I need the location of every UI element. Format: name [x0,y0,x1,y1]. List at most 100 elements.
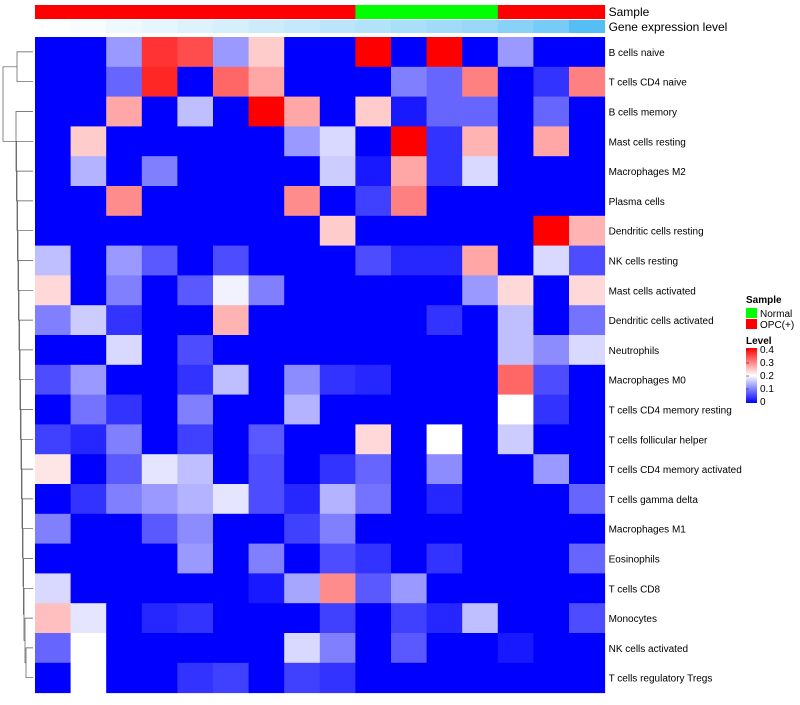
heatmap-cell [177,633,214,664]
heatmap-cell [462,126,499,157]
heatmap-cell [141,364,178,396]
heatmap-cell [213,215,250,247]
heatmap-cell [497,633,534,664]
heatmap-cell [35,335,72,366]
row-label: T cells CD8 [609,584,661,595]
heatmap-cell [355,603,392,634]
row-label: Macrophages M0 [609,376,687,387]
heatmap-cell [319,603,356,634]
heatmap-cell [70,335,107,366]
heatmap-cell [70,573,107,604]
heatmap-cell [248,126,285,157]
heatmap-cell [497,245,534,276]
heatmap-cell [141,454,178,485]
heatmap-cell [426,662,463,694]
expression-level-annotation-cell [248,20,285,33]
heatmap-cell [391,662,428,694]
sample-annotation-cell [426,5,463,19]
legend-level-colorbar [746,348,757,403]
heatmap-cell [569,573,606,604]
heatmap-cell [462,37,499,68]
heatmap-cell [355,96,392,127]
legend-normal-swatch [746,308,757,318]
heatmap-cell [141,424,178,455]
row-label: T cells follicular helper [609,435,708,446]
row-label: T cells CD4 memory resting [609,406,732,417]
heatmap-cell [319,394,356,425]
heatmap-cell [426,156,463,187]
legend-level-tick-label: 0.1 [760,384,774,395]
heatmap-cell [106,245,143,276]
heatmap-cell [426,454,463,485]
heatmap-cell [355,186,392,217]
heatmap-cell [248,156,285,187]
heatmap-cell [106,66,143,98]
heatmap-cell [106,454,143,485]
heatmap-cell [141,335,178,366]
heatmap-cell [391,96,428,127]
heatmap-cell [284,454,321,485]
heatmap-cell [355,573,392,604]
row-label: Dendritic cells resting [609,227,704,238]
heatmap-cell [35,513,72,545]
heatmap-cell [177,215,214,247]
heatmap-cell [35,394,72,425]
row-labels: B cells naive T cells CD4 naive B cells me… [609,48,742,685]
heatmap-cell [284,215,321,247]
legend-opc-label: OPC(+) [760,320,794,331]
heatmap-cell [533,484,570,515]
expression-level-annotation-cell [177,20,214,33]
sample-annotation-cell [497,5,534,19]
heatmap-cell [35,275,72,306]
heatmap-cell [497,662,534,694]
heatmap-cell [35,364,72,396]
row-label: Mast cells activated [609,286,696,297]
heatmap-cell [319,633,356,664]
heatmap-cell [391,484,428,515]
heatmap-cell [319,37,356,68]
heatmap-cell [569,394,606,425]
heatmap-cell [284,37,321,68]
heatmap-cell [426,603,463,634]
heatmap-cell [462,513,499,545]
heatmap-cell [213,335,250,366]
heatmap-cell [391,245,428,276]
heatmap-cell [177,364,214,396]
heatmap-cell [284,335,321,366]
legend: Sample Normal OPC(+) Level 0.4 0.3 0.2 0.1 0 [746,295,794,408]
heatmap-cell [35,662,72,694]
heatmap-cell [355,484,392,515]
heatmap-cell [213,543,250,574]
heatmap-cell [533,66,570,98]
heatmap-cell [70,543,107,574]
heatmap-cell [35,543,72,574]
heatmap-cell [248,513,285,545]
heatmap-cell [391,513,428,545]
heatmap-cell [319,364,356,396]
heatmap-cell [106,424,143,455]
legend-sample-title: Sample [746,295,782,306]
sample-annotation-cell [177,5,214,19]
heatmap-cell [355,215,392,247]
heatmap-cell [70,364,107,396]
legend-level-tick-label: 0 [760,397,766,408]
heatmap-cell [248,96,285,127]
heatmap-cell [533,424,570,455]
heatmap-cell [355,394,392,425]
heatmap-cell [355,364,392,396]
heatmap-cell [284,66,321,98]
heatmap-cell [177,603,214,634]
heatmap-cell [284,662,321,694]
heatmap-cell [141,66,178,98]
heatmap-cell [391,156,428,187]
heatmap-cell [533,126,570,157]
legend-opc-swatch [746,319,757,329]
heatmap-cell [106,394,143,425]
heatmap-cell [391,424,428,455]
heatmap-cell [35,305,72,336]
sample-annotation-cell [213,5,250,19]
heatmap-cell [284,424,321,455]
heatmap-cell [248,215,285,247]
